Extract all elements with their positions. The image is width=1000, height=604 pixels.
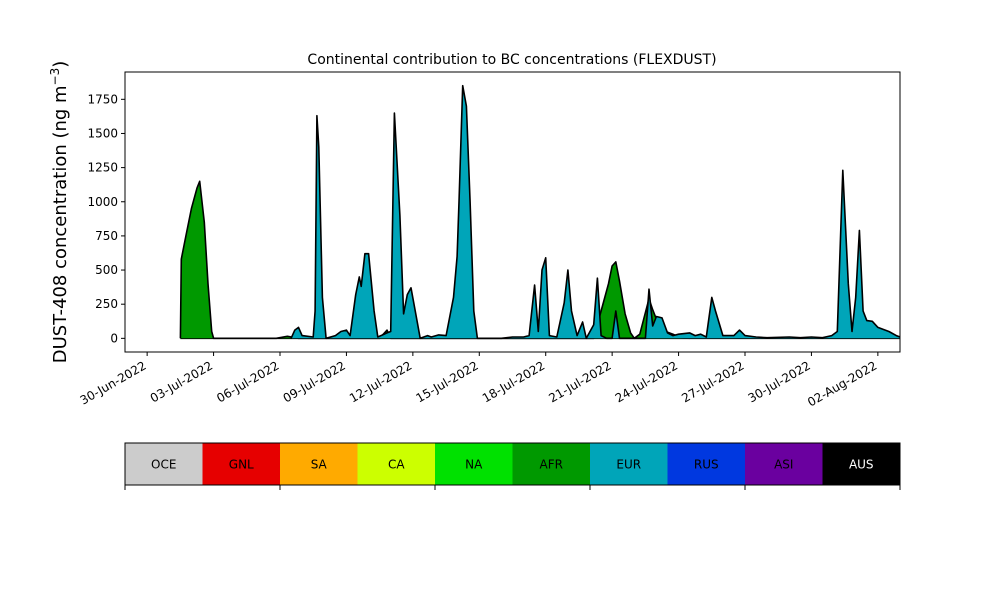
x-tick-label: 30-Jul-2022 xyxy=(746,358,813,405)
y-axis-label-unit: −3 xyxy=(48,68,62,86)
y-axis-label: DUST-408 concentration (ng m−3) xyxy=(48,61,71,364)
legend-swatch-asi xyxy=(745,443,823,485)
y-tick-label: 1750 xyxy=(87,92,118,106)
legend-swatch-oce xyxy=(125,443,203,485)
area-eur xyxy=(291,85,900,339)
legend-label-rus: RUS xyxy=(694,458,719,472)
x-tick-label: 30-Jun-2022 xyxy=(78,358,149,407)
y-axis-label-close: ) xyxy=(50,61,71,68)
legend-swatch-ca xyxy=(357,443,435,485)
x-tick-label: 02-Aug-2022 xyxy=(805,358,879,409)
legend-swatch-gnl xyxy=(202,443,280,485)
legend-label-sa: SA xyxy=(311,458,328,472)
legend-label-aus: AUS xyxy=(849,458,874,472)
x-tick-label: 03-Jul-2022 xyxy=(148,358,215,405)
legend-swatch-na xyxy=(435,443,513,485)
chart-title: Continental contribution to BC concentra… xyxy=(307,52,716,68)
y-tick-label: 750 xyxy=(95,229,118,243)
legend-label-asi: ASI xyxy=(774,458,793,472)
legend-swatch-eur xyxy=(590,443,668,485)
x-tick-label: 06-Jul-2022 xyxy=(214,358,281,405)
legend-label-gnl: GNL xyxy=(229,458,254,472)
y-tick-label: 1500 xyxy=(87,126,118,140)
outline-eur xyxy=(290,84,900,340)
y-tick-label: 500 xyxy=(95,263,118,277)
x-tick-label: 12-Jul-2022 xyxy=(347,358,414,405)
x-tick-label: 24-Jul-2022 xyxy=(613,358,680,405)
legend-frame xyxy=(124,442,901,486)
legend-label-na: NA xyxy=(465,458,483,472)
legend-swatch-rus xyxy=(667,443,745,485)
legend: OCE GNL SA CA NA AFR EUR RUS ASI AUS xyxy=(124,442,901,490)
area-afr xyxy=(180,181,690,339)
x-tick-label: 18-Jul-2022 xyxy=(480,358,547,405)
legend-label-afr: AFR xyxy=(540,458,563,472)
legend-label-eur: EUR xyxy=(616,458,641,472)
y-axis-label-main: DUST-408 concentration (ng m xyxy=(50,85,71,363)
legend-swatch-sa xyxy=(280,443,358,485)
x-tick-label: 27-Jul-2022 xyxy=(679,358,746,405)
y-tick-label: 1000 xyxy=(87,195,118,209)
legend-swatch-afr xyxy=(512,443,590,485)
y-tick-label: 250 xyxy=(95,297,118,311)
legend-label-oce: OCE xyxy=(151,458,176,472)
x-tick-label: 09-Jul-2022 xyxy=(281,358,348,405)
plot-area xyxy=(179,84,900,340)
y-tick-label: 1250 xyxy=(87,161,118,175)
legend-label-ca: CA xyxy=(388,458,405,472)
x-tick-label: 15-Jul-2022 xyxy=(413,358,480,405)
plot-frame xyxy=(124,71,901,353)
series-group xyxy=(179,84,900,340)
legend-swatch-aus xyxy=(822,443,900,485)
y-tick-label: 0 xyxy=(110,331,118,345)
x-tick-label: 21-Jul-2022 xyxy=(546,358,613,405)
